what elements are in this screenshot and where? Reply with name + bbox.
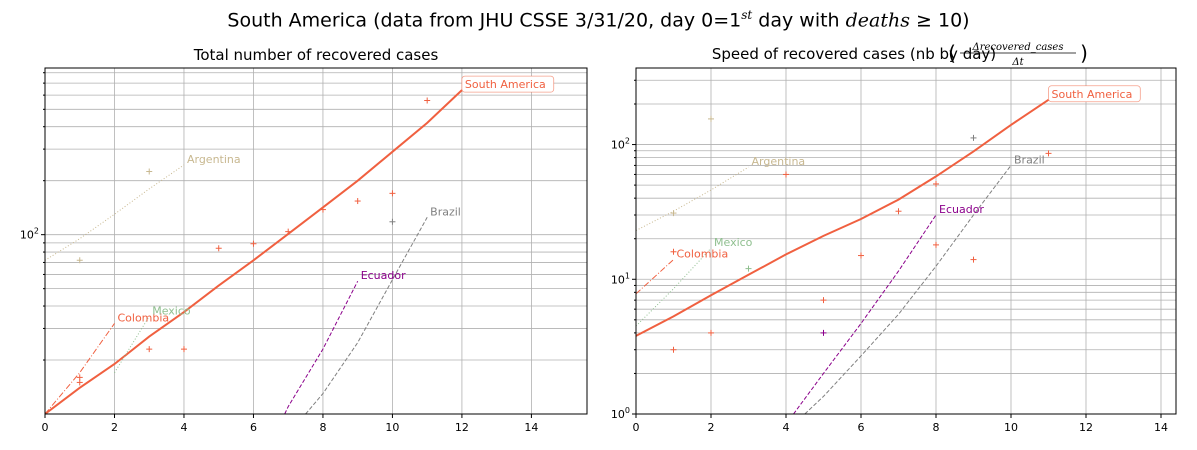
annotation-colombia: Colombia — [117, 311, 169, 324]
data-point-south-america — [670, 346, 677, 353]
data-point-south-america — [146, 346, 153, 353]
chart-panel-2: 0 2 4 6 8 10 12 14 100 101 102 South America Argenti… — [611, 41, 1177, 434]
title-mid: day with — [752, 9, 846, 32]
data-point-south-america — [820, 297, 827, 304]
series-group — [636, 98, 1052, 414]
axes-frame — [44, 67, 588, 415]
grid — [635, 68, 1176, 415]
data-point-south-america — [424, 97, 431, 104]
annotation-brazil: Brazil — [1014, 153, 1045, 166]
series-line-colombia — [636, 259, 674, 295]
x-tick-label: 12 — [455, 421, 469, 434]
data-point-south-america — [895, 208, 902, 215]
data-point-south-america — [933, 241, 939, 248]
annotation-argentina: Argentina — [752, 155, 806, 168]
data-point-south-america — [858, 252, 864, 259]
fraction-numerator: Δrecovered_cases — [972, 42, 1064, 53]
chart-panel-1: 0 2 4 6 8 10 12 14 102 South America Argentina Braz… — [20, 46, 588, 434]
data-point-argentina — [146, 168, 153, 175]
x-tick-label: 0 — [42, 421, 49, 434]
x-tick-label: 6 — [858, 421, 865, 434]
annotation-argentina: Argentina — [187, 153, 241, 166]
x-tick-label: 8 — [319, 421, 326, 434]
data-point-south-america — [783, 171, 789, 178]
x-tick-label: 0 — [633, 421, 640, 434]
data-point-argentina — [670, 210, 677, 217]
data-point-brazil — [389, 218, 396, 225]
data-point-south-america — [389, 190, 396, 197]
fraction-denominator: Δt — [1011, 57, 1024, 68]
data-point-south-america — [1045, 150, 1052, 157]
data-point-south-america — [285, 228, 292, 235]
title-math: deaths — [845, 9, 910, 32]
annotation-colombia: Colombia — [677, 248, 729, 261]
series-line-south-america — [45, 89, 463, 414]
title-prefix: South America (data from JHU CSSE 3/31/2… — [227, 9, 742, 32]
data-point-south-america — [76, 379, 83, 386]
data-point-south-america — [354, 198, 361, 205]
data-point-south-america — [970, 256, 977, 263]
series-line-south-america — [636, 98, 1050, 337]
annotation-box — [1048, 85, 1141, 103]
data-point-mexico — [745, 265, 752, 272]
series-group — [45, 89, 463, 414]
series-line-argentina — [45, 164, 185, 261]
data-point-south-america — [180, 346, 187, 353]
x-tick-label: 12 — [1079, 421, 1093, 434]
annotation-south-america: South America — [1052, 88, 1133, 101]
annotation-ecuador: Ecuador — [939, 203, 984, 216]
title-superscript: st — [741, 8, 753, 22]
y-tick-label: 100 — [611, 406, 630, 421]
paren-right: ) — [1080, 41, 1088, 65]
series-line-colombia — [45, 323, 115, 414]
data-point-colombia — [670, 248, 677, 255]
annotation-south-america: South America — [465, 78, 546, 91]
annotation-ecuador: Ecuador — [361, 269, 406, 282]
data-point-argentina — [76, 257, 83, 264]
annotation-box — [461, 75, 555, 93]
title-suffix: ≥ 10) — [910, 9, 970, 32]
grid — [44, 68, 587, 415]
data-point-ecuador — [820, 329, 827, 336]
series-line-ecuador — [284, 280, 359, 414]
annotation-mexico: Mexico — [714, 236, 753, 249]
data-point-south-america — [76, 374, 83, 381]
x-tick-label: 4 — [180, 421, 187, 434]
y-tick-label: 102 — [20, 227, 39, 242]
series-line-ecuador — [793, 214, 937, 414]
x-tick-label: 14 — [1154, 421, 1168, 434]
y-tick-label: 102 — [611, 137, 630, 152]
y-tick-label: 101 — [611, 271, 630, 286]
data-point-south-america — [250, 240, 257, 247]
annotation-brazil: Brazil — [430, 205, 461, 218]
figure-title: South America (data from JHU CSSE 3/31/2… — [0, 8, 1197, 31]
paren-left: ( — [948, 41, 956, 65]
x-tick-label: 10 — [1004, 421, 1018, 434]
data-point-south-america — [215, 245, 222, 252]
x-tick-label: 4 — [783, 421, 790, 434]
axes-frame — [635, 67, 1177, 415]
series-line-argentina — [636, 166, 749, 231]
x-tick-label: 2 — [708, 421, 715, 434]
panel-title: Total number of recovered cases — [193, 46, 439, 64]
data-point-south-america — [319, 206, 326, 213]
annotation-mexico: Mexico — [152, 304, 191, 317]
x-tick-label: 2 — [111, 421, 118, 434]
x-tick-label: 10 — [385, 421, 399, 434]
series-line-mexico — [114, 316, 150, 373]
data-point-brazil — [970, 134, 977, 141]
data-point-south-america — [933, 180, 939, 187]
panel-title: Speed of recovered cases (nb by day) — [712, 45, 996, 63]
data-point-south-america — [708, 329, 714, 336]
data-point-argentina — [708, 115, 714, 122]
series-line-brazil — [804, 165, 1012, 414]
x-tick-label: 8 — [933, 421, 940, 434]
x-tick-label: 14 — [524, 421, 538, 434]
series-line-brazil — [305, 217, 428, 414]
x-tick-label: 6 — [250, 421, 257, 434]
